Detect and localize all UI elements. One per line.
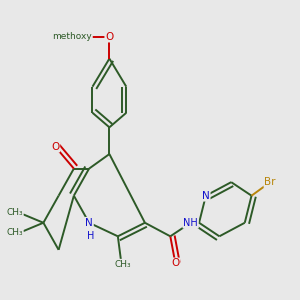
Text: NH: NH: [183, 218, 198, 228]
Text: O: O: [105, 32, 113, 42]
Text: N: N: [202, 191, 210, 201]
Text: CH₃: CH₃: [6, 228, 23, 237]
Text: Br: Br: [264, 177, 276, 187]
Text: O: O: [171, 258, 179, 268]
Text: N: N: [85, 218, 93, 228]
Text: O: O: [51, 142, 59, 152]
Text: methoxy: methoxy: [52, 32, 92, 41]
Text: CH₃: CH₃: [115, 260, 131, 268]
Text: H: H: [87, 231, 94, 241]
Text: CH₃: CH₃: [6, 208, 23, 217]
